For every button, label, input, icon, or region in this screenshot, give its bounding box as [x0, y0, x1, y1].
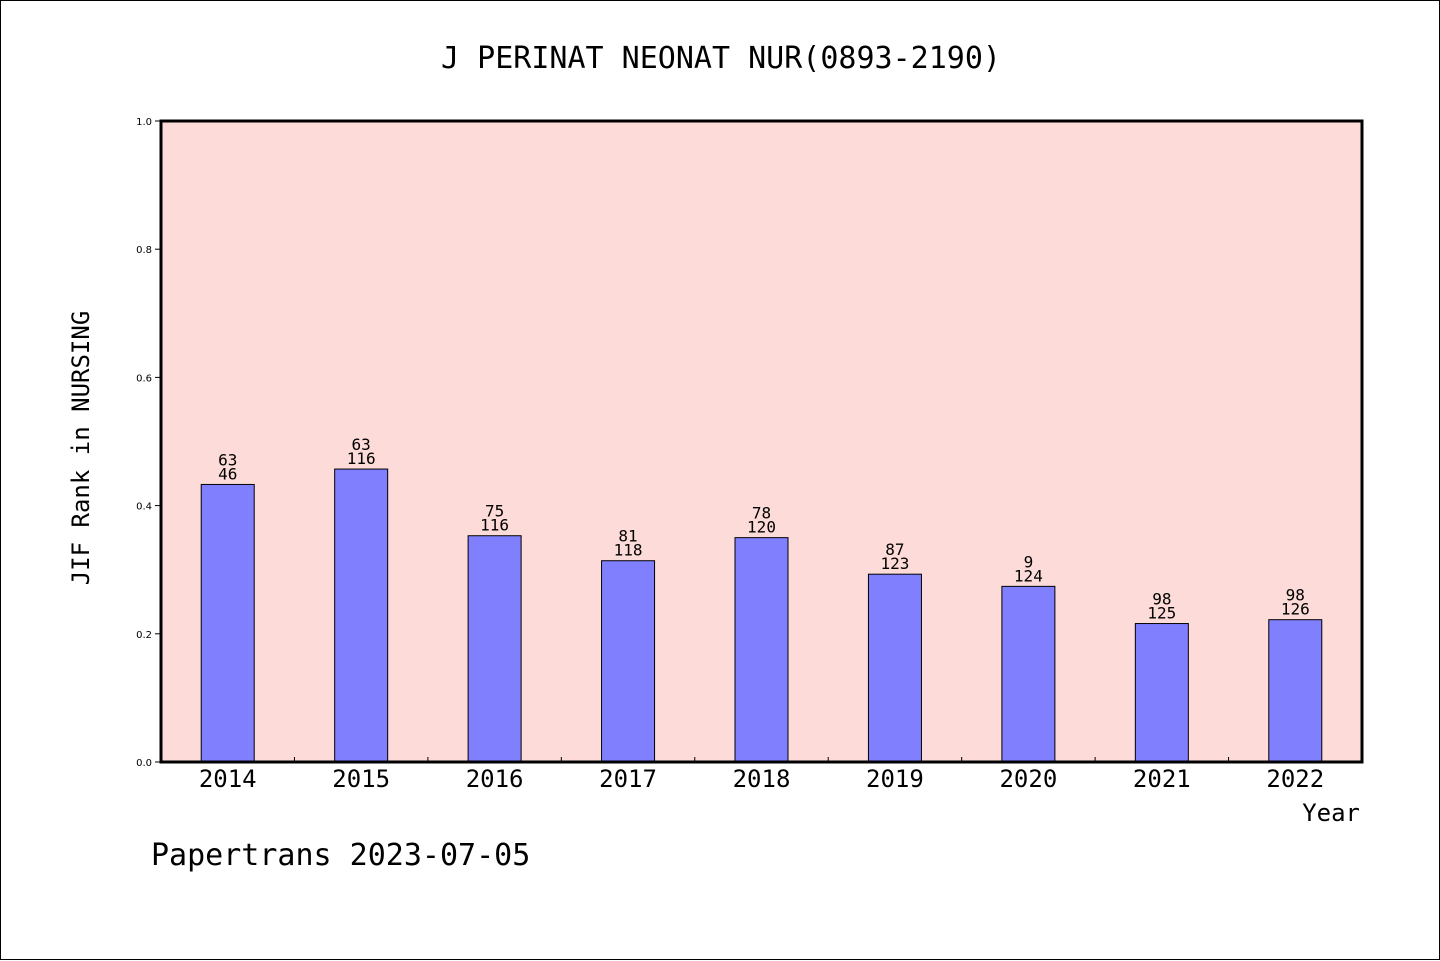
footer-text: Papertrans 2023-07-05 [151, 838, 530, 873]
bar-label-bottom: 46 [218, 464, 237, 483]
bar-2022 [1268, 619, 1323, 763]
bar-label-bottom: 120 [747, 518, 776, 537]
bar-2019 [867, 573, 922, 763]
bar-label-top: 98 [1152, 590, 1171, 609]
x-tick-label: 2015 [332, 765, 390, 793]
bar-label-top: 63 [218, 450, 237, 469]
bar-label-top: 98 [1286, 586, 1305, 605]
bar-2021 [1134, 623, 1189, 763]
x-tick-label: 2022 [1266, 765, 1324, 793]
bar-2017 [601, 560, 656, 763]
bar-2018 [734, 537, 789, 763]
bar-2014 [200, 483, 255, 763]
bar-label-top: 63 [352, 435, 371, 454]
bar-label-bottom: 126 [1281, 600, 1310, 619]
bars [200, 468, 1323, 763]
bar-label-bottom: 123 [880, 554, 909, 573]
y-tick-label: 0.2 [136, 630, 152, 641]
x-tick-label: 2016 [466, 765, 524, 793]
bar-label-bottom: 124 [1014, 566, 1043, 585]
bar-label-bottom: 116 [480, 516, 509, 535]
x-tick-label: 2021 [1133, 765, 1191, 793]
y-tick-label: 0.8 [136, 245, 152, 256]
bar-label-bottom: 125 [1147, 604, 1176, 623]
bar-label-bottom: 116 [347, 449, 376, 468]
y-axis-label: JIF Rank in NURSING [67, 311, 95, 586]
chart-title: J PERINAT NEONAT NUR(0893-2190) [441, 41, 1001, 76]
x-axis-label: Year [1302, 799, 1360, 827]
bar-label-top: 87 [885, 540, 904, 559]
bar-label-top: 9 [1024, 552, 1034, 571]
y-axis-ticks: 0.0 0.2 0.4 0.6 0.8 1.0 [136, 117, 161, 769]
bar-2020 [1001, 585, 1056, 763]
x-tick-label: 2019 [866, 765, 924, 793]
x-tick-label: 2014 [199, 765, 257, 793]
y-tick-label: 1.0 [136, 117, 152, 128]
bar-2016 [467, 535, 522, 763]
x-tick-label: 2017 [599, 765, 657, 793]
x-axis-ticks: 2014 2015 2016 2017 2018 2019 2020 2021 2022 [199, 757, 1324, 793]
bar-label-top: 78 [752, 504, 771, 523]
y-tick-label: 0.4 [136, 502, 152, 513]
bar-label-top: 75 [485, 502, 504, 521]
bar-label-bottom: 118 [614, 541, 643, 560]
plot-border [159, 119, 1364, 764]
x-tick-label: 2020 [999, 765, 1057, 793]
y-tick-label: 0.0 [136, 758, 152, 769]
x-tick-label: 2018 [733, 765, 791, 793]
bar-label-top: 81 [618, 527, 637, 546]
y-tick-label: 0.6 [136, 373, 152, 384]
bar-2015 [334, 468, 389, 763]
